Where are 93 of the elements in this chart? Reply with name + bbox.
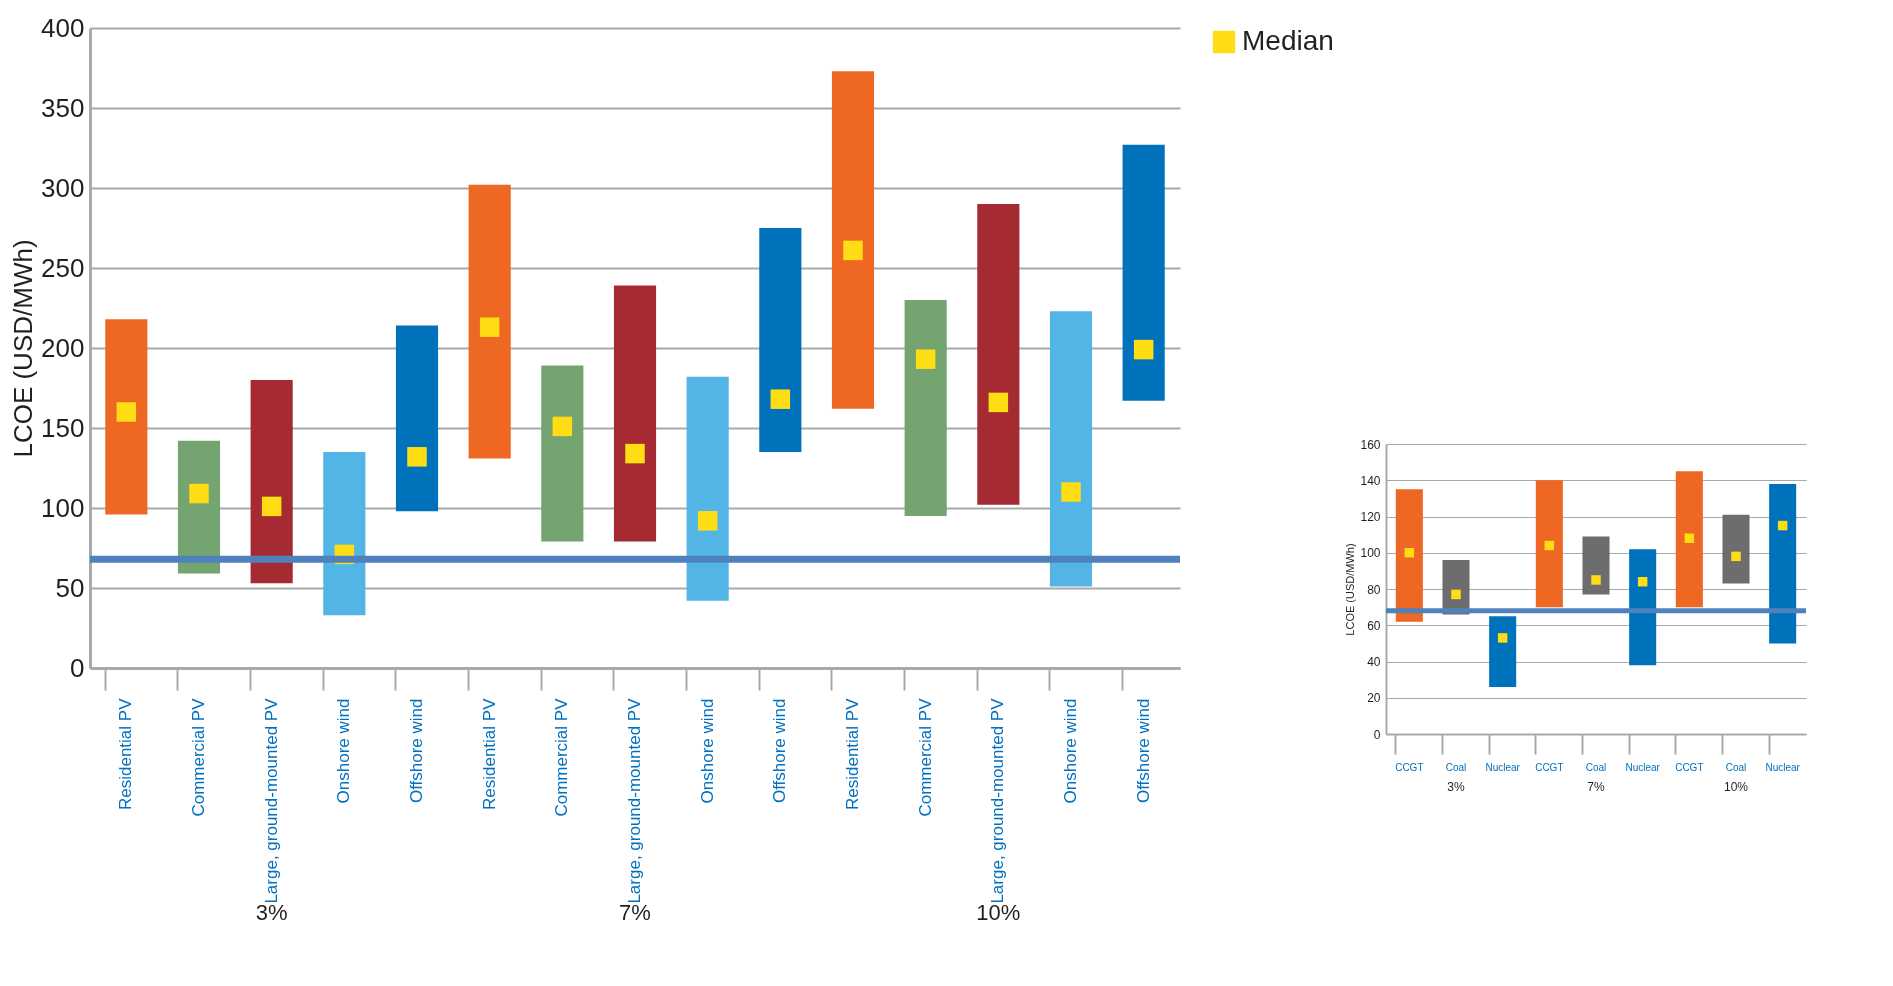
y-tick-label: 80 [1367,582,1381,597]
x-tick-label: Nuclear [1625,761,1661,773]
x-tick-label: Large, ground-mounted PV [625,697,644,904]
point [697,511,718,531]
bar [105,319,148,515]
x-tick-label: CCGT [1675,761,1704,773]
bar [1049,311,1093,587]
y-tick-label: 20 [1367,691,1381,706]
bar [541,365,584,542]
y-tick-label: 100 [1360,546,1381,561]
y-tick-label: 140 [1360,473,1381,488]
x-tick-label: Nuclear [1485,761,1521,773]
point [1133,339,1154,360]
bar [1629,549,1657,666]
bar [1489,616,1517,687]
x-tick-label: Coal [1445,761,1467,773]
bar [1769,483,1797,644]
x-tick-label: Commercial PV [915,697,935,817]
x-tick-label: Offshore wind [407,698,426,804]
bar [323,452,366,616]
point [988,392,1009,413]
y-tick-label: 200 [41,332,85,363]
y-axis-title: LCOE (USD/MWh) [8,239,39,458]
point [1684,533,1695,543]
legend-label: Median [1242,25,1334,56]
point [915,349,936,369]
bar [831,71,875,409]
point [1061,482,1081,502]
point [1591,575,1601,585]
bar [1722,514,1750,584]
point [625,443,645,464]
point [407,447,427,467]
x-tick-label: Nuclear [1765,761,1801,773]
y-tick-label: 0 [1373,727,1381,742]
point [479,317,500,337]
bar [1122,144,1165,401]
x-tick-label: Residential PV [843,697,862,811]
text: 3% [1447,780,1465,794]
point [770,389,791,409]
x-tick-label: Coal [1585,761,1607,773]
y-tick-label: 300 [41,172,85,203]
point [1497,633,1508,643]
bar [613,285,657,542]
x-tick-label: Commercial PV [552,697,572,817]
bar [904,300,947,516]
bar [686,376,729,601]
bar [759,228,802,452]
y-tick-label: 350 [41,92,85,123]
bar [250,380,293,584]
point [116,402,137,422]
y-tick-label: 60 [1367,618,1381,633]
x-tick-label: Offshore wind [1133,698,1153,804]
y-tick-label: 250 [41,252,85,283]
point [552,416,573,437]
point [1451,589,1461,600]
y-axis-title: LCOE (USD/MWh) [1344,543,1357,636]
x-tick-label: Commercial PV [189,697,208,817]
bar [395,325,439,512]
x-tick-label: Large, ground-mounted PV [261,697,281,904]
text: 10% [1723,780,1749,794]
point [1544,540,1555,551]
point [843,240,863,261]
point [189,483,209,504]
bar [468,184,511,459]
bar [1535,480,1563,608]
point [1777,520,1788,531]
x-tick-label: Onshore wind [697,698,717,804]
bar [977,204,1020,505]
point [1637,577,1648,587]
bar [1395,489,1423,622]
x-tick-label: Onshore wind [1061,698,1080,804]
x-tick-label: Coal [1725,761,1747,773]
point [1404,548,1415,558]
y-tick-label: 40 [1367,655,1381,669]
y-tick-label: 0 [70,652,85,683]
y-tick-label: 160 [1360,437,1381,452]
y-tick-label: 400 [41,12,85,43]
y-tick-label: 50 [55,572,85,603]
x-tick-label: Large, ground-mounted PV [988,697,1008,904]
y-tick-label: 100 [41,492,85,523]
x-tick-label: Residential PV [479,697,499,811]
point [261,496,282,517]
point [1731,551,1741,562]
x-tick-label: Offshore wind [770,698,790,804]
y-tick-label: 120 [1360,510,1381,524]
bar [1582,536,1610,595]
x-tick-label: Residential PV [116,697,136,811]
bar [1675,471,1703,608]
y-tick-label: 150 [41,412,85,443]
x-tick-label: CCGT [1535,761,1564,773]
text: 7% [1587,780,1605,794]
x-tick-label: Onshore wind [334,698,354,804]
x-tick-label: CCGT [1395,761,1424,773]
